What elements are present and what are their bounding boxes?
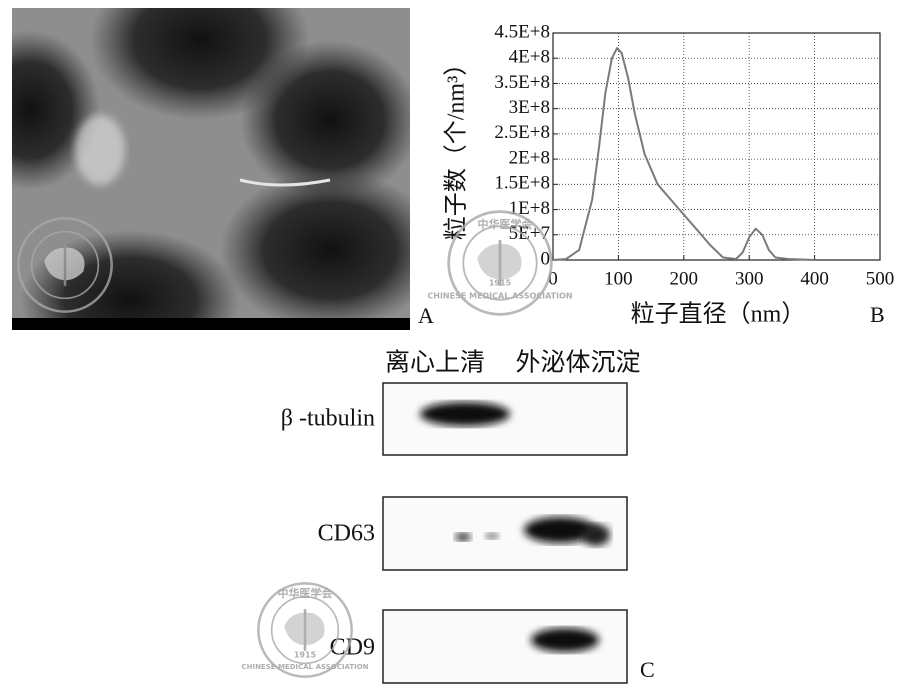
x-tick-label: 100 (604, 268, 633, 289)
data-line (552, 47, 815, 261)
y-tick-label: 2E+8 (509, 147, 550, 168)
watermark-text: 中华医学会 (478, 217, 534, 231)
micrograph (12, 8, 410, 330)
panel-label: A (418, 303, 434, 328)
x-tick-label: 0 (548, 268, 558, 289)
y-tick-label: 3E+8 (509, 97, 550, 118)
blot-panel (382, 382, 628, 456)
x-tick-label: 300 (735, 268, 764, 289)
x-tick-label: 200 (670, 268, 699, 289)
y-tick-label: 4.5E+8 (494, 21, 550, 42)
y-tick-label: 2.5E+8 (494, 122, 550, 143)
y-axis-label: 粒子数（个/nm³） (443, 52, 470, 241)
x-tick-label: 400 (800, 268, 829, 289)
y-tick-label: 4E+8 (509, 47, 550, 68)
watermark-text: CHINESE MEDICAL ASSOCIATION (241, 663, 368, 671)
lane-header: 外泌体沉淀 (515, 349, 640, 377)
blot-row-label: CD63 (318, 521, 375, 547)
watermark-text: 中华医学会 (278, 586, 334, 600)
panel-label: C (640, 657, 655, 682)
blot-panel (382, 609, 628, 684)
watermark-text: 1915 (294, 651, 317, 660)
blot-row-label: β -tubulin (281, 406, 375, 432)
y-tick-label: 3.5E+8 (494, 72, 550, 93)
size-distribution-chart: 05E+71E+81.5E+82E+82.5E+83E+83.5E+84E+84… (494, 21, 894, 289)
watermark-text: CHINESE MEDICAL ASSOCIATION (427, 292, 572, 301)
plot-frame (552, 32, 881, 261)
lane-header: 离心上清 (385, 349, 485, 377)
y-tick-label: 1E+8 (509, 198, 550, 219)
watermark-text: 1915 (489, 279, 512, 288)
x-tick-label: 500 (866, 268, 895, 289)
y-tick-label: 1.5E+8 (494, 173, 550, 194)
blot-panel (382, 496, 628, 571)
panel-label: B (870, 302, 885, 327)
y-tick-label: 0 (541, 248, 551, 269)
watermark: 中华医学会 CHINESE MEDICAL ASSOCIATION 1915 中… (17, 210, 573, 678)
x-axis-label: 粒子直径（nm） (631, 301, 806, 328)
